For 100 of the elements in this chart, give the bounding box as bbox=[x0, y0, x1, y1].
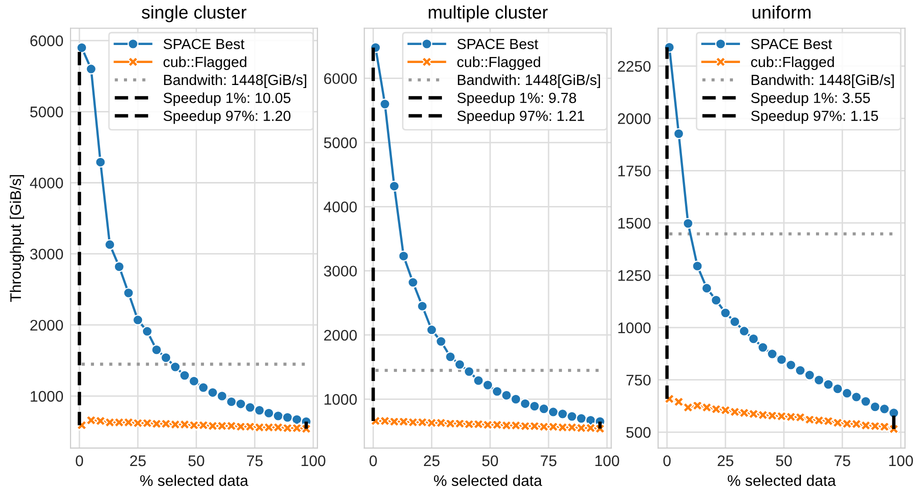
legend-label: cub::Flagged bbox=[751, 56, 834, 70]
point bbox=[454, 359, 466, 370]
legend-label: Bandwith: 1448[GiB/s] bbox=[164, 74, 306, 88]
x-tick-label: 25 bbox=[130, 455, 146, 466]
legend-label: Speedup 97%: 1.21 bbox=[457, 110, 584, 124]
point bbox=[832, 383, 844, 394]
chart-title: single cluster bbox=[142, 5, 246, 22]
legend-label: SPACE Best bbox=[751, 38, 832, 50]
x-tick-label: 75 bbox=[540, 456, 556, 466]
point bbox=[520, 398, 531, 410]
point bbox=[188, 420, 200, 431]
point bbox=[557, 408, 568, 420]
point bbox=[408, 276, 418, 288]
chart-title: uniform bbox=[752, 5, 810, 19]
point bbox=[748, 333, 759, 344]
point bbox=[822, 379, 834, 390]
x-axis-title: % selected data bbox=[140, 474, 248, 486]
point bbox=[529, 400, 540, 412]
point bbox=[720, 308, 731, 318]
y-tick-label: 1000 bbox=[324, 394, 357, 405]
y-tick-label: 6000 bbox=[30, 35, 63, 46]
y-tick-label: 1750 bbox=[618, 166, 651, 176]
point bbox=[576, 422, 587, 434]
legend-label: Speedup 1%: 10.05 bbox=[164, 92, 290, 106]
point bbox=[482, 419, 494, 430]
point bbox=[860, 396, 872, 407]
point bbox=[235, 398, 246, 410]
y-tick-label: 500 bbox=[626, 427, 651, 438]
point bbox=[416, 300, 428, 312]
y-tick-label: 1000 bbox=[30, 390, 63, 402]
x-tick-label: 0 bbox=[663, 455, 671, 466]
point bbox=[207, 387, 218, 398]
x-tick-label: 25 bbox=[718, 455, 734, 466]
point bbox=[850, 418, 862, 430]
point bbox=[786, 360, 796, 370]
point bbox=[444, 351, 456, 362]
x-tick-label: 50 bbox=[482, 455, 498, 466]
point bbox=[814, 374, 824, 386]
y-tick-label: 3000 bbox=[324, 266, 357, 277]
point bbox=[104, 239, 116, 250]
x-axis-title: % selected data bbox=[434, 474, 542, 486]
point bbox=[710, 294, 722, 306]
point bbox=[757, 342, 768, 353]
point bbox=[501, 390, 512, 401]
x-tick-label: 75 bbox=[247, 456, 263, 466]
point bbox=[501, 420, 512, 431]
point bbox=[379, 98, 390, 110]
legend-label: cub::Flagged bbox=[164, 56, 246, 70]
x-tick-label: 0 bbox=[370, 455, 377, 466]
point bbox=[170, 419, 181, 430]
legend-label: Speedup 97%: 1.15 bbox=[751, 110, 878, 124]
point bbox=[492, 386, 503, 397]
x-axis-title: % selected data bbox=[728, 474, 836, 486]
point bbox=[473, 375, 484, 386]
x-tick-label: 50 bbox=[776, 455, 792, 466]
point bbox=[291, 422, 302, 434]
y-tick-label: 1500 bbox=[618, 218, 651, 229]
point bbox=[794, 365, 806, 376]
point bbox=[226, 396, 237, 408]
y-tick-label: 5000 bbox=[324, 137, 357, 148]
y-tick-label: 1250 bbox=[618, 270, 651, 281]
point bbox=[179, 370, 190, 381]
point bbox=[160, 352, 172, 364]
y-tick-label: 2000 bbox=[30, 320, 63, 331]
x-tick-label: 75 bbox=[834, 456, 850, 466]
legend-label: SPACE Best bbox=[164, 38, 244, 50]
point bbox=[701, 402, 712, 413]
point bbox=[673, 128, 684, 140]
point bbox=[216, 390, 228, 402]
point bbox=[436, 336, 446, 347]
point bbox=[198, 382, 209, 393]
point bbox=[123, 288, 134, 298]
point bbox=[548, 421, 559, 432]
point bbox=[832, 417, 844, 428]
point bbox=[842, 388, 852, 399]
point bbox=[464, 366, 474, 377]
point bbox=[585, 422, 596, 434]
point bbox=[682, 218, 694, 229]
point bbox=[879, 404, 890, 414]
legend-label: Speedup 1%: 9.78 bbox=[457, 92, 576, 106]
x-tick-label: 50 bbox=[188, 455, 204, 466]
chart-title: multiple cluster bbox=[428, 5, 548, 22]
point bbox=[272, 410, 284, 422]
y-tick-label: 4000 bbox=[30, 178, 63, 188]
point bbox=[729, 316, 740, 328]
point bbox=[566, 411, 578, 422]
y-tick-label: 4000 bbox=[324, 202, 357, 212]
point bbox=[692, 260, 703, 272]
point bbox=[170, 361, 181, 372]
y-tick-label: 6000 bbox=[324, 73, 357, 84]
point bbox=[216, 420, 228, 432]
point bbox=[142, 326, 153, 337]
point bbox=[226, 420, 237, 432]
x-tick-label: 0 bbox=[76, 455, 84, 466]
point bbox=[379, 416, 390, 426]
point bbox=[207, 420, 218, 432]
point bbox=[738, 326, 750, 337]
point bbox=[748, 408, 759, 420]
point bbox=[132, 418, 144, 428]
point bbox=[263, 408, 274, 419]
